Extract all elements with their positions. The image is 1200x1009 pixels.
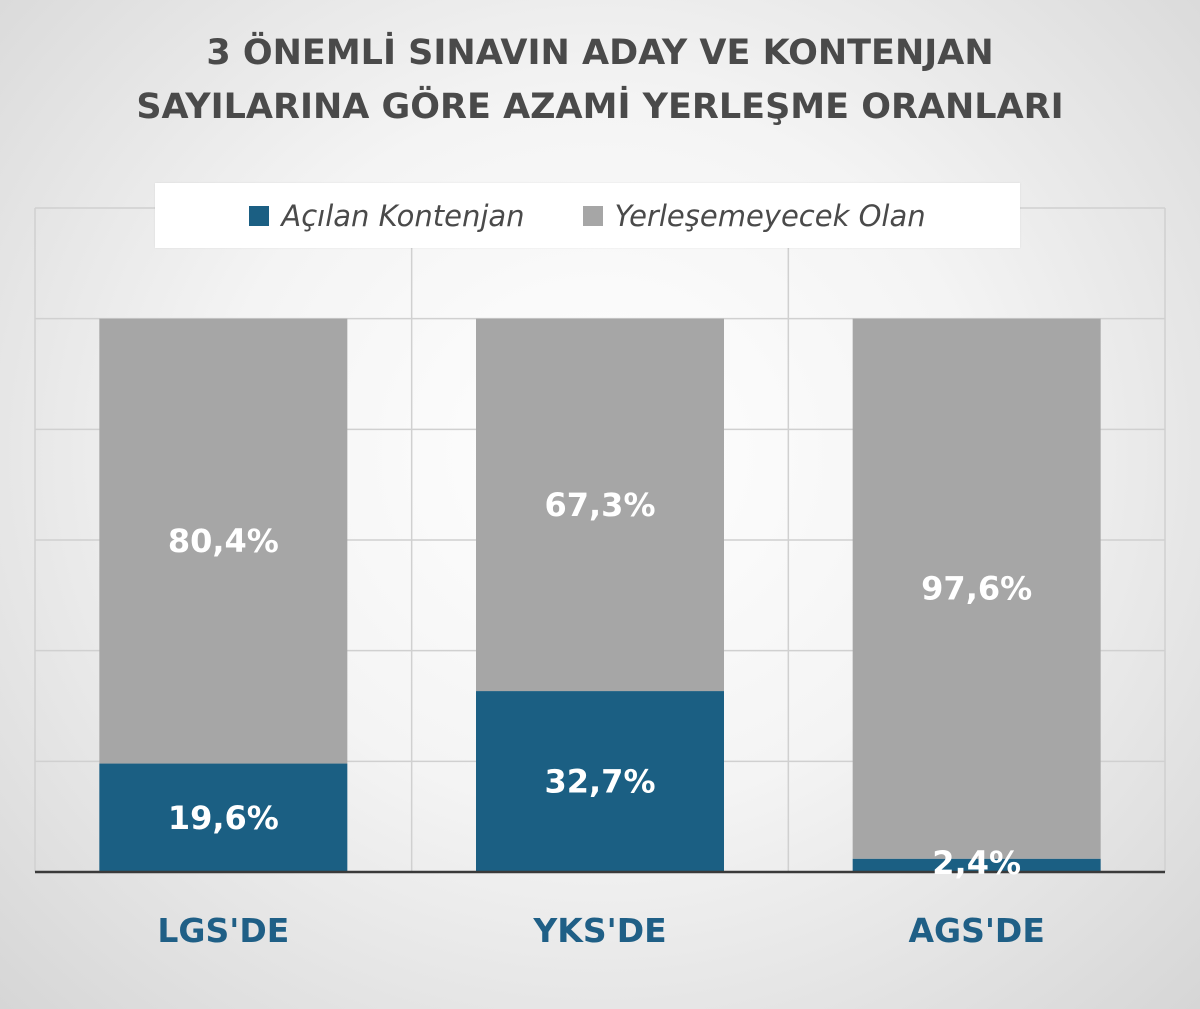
data-label-yerlesemeyecek-0: 80,4% [168, 522, 279, 560]
data-label-acilan-0: 19,6% [168, 799, 279, 837]
category-label-1: YKS'DE [532, 911, 666, 950]
legend-label-yerlesemeyecek: Yerleşemeyecek Olan [614, 198, 926, 233]
chart-title: 3 ÖNEMLİ SINAVIN ADAY VE KONTENJAN SAYIL… [0, 26, 1200, 134]
legend-item-acilan-kontenjan: Açılan Kontenjan [249, 198, 525, 233]
category-label-2: AGS'DE [908, 911, 1044, 950]
legend-swatch-yerlesemeyecek [582, 205, 603, 226]
bars [99, 318, 1101, 872]
legend: Açılan Kontenjan Yerleşemeyecek Olan [155, 183, 1020, 248]
chart-title-line-1: 3 ÖNEMLİ SINAVIN ADAY VE KONTENJAN [206, 33, 994, 73]
category-label-0: LGS'DE [157, 911, 289, 950]
bar-acilan-0 [99, 763, 348, 872]
bar-yerlesemeyecek-2 [852, 318, 1101, 859]
legend-item-yerlesemeyecek-olan: Yerleşemeyecek Olan [582, 198, 926, 233]
bar-yerlesemeyecek-0 [99, 318, 348, 764]
data-label-yerlesemeyecek-1: 67,3% [544, 486, 655, 524]
category-labels: LGS'DE YKS'DE AGS'DE [157, 911, 1045, 950]
bar-acilan-1 [476, 691, 724, 872]
bar-acilan-2 [852, 858, 1101, 872]
chart-title-line-2: SAYILARINA GÖRE AZAMİ YERLEŞME ORANLARI [136, 87, 1064, 127]
legend-swatch-acilan [249, 205, 270, 226]
data-label-acilan-2: 2,4% [932, 844, 1021, 882]
data-label-acilan-1: 32,7% [544, 763, 655, 801]
data-label-yerlesemeyecek-2: 97,6% [921, 570, 1032, 608]
data-labels: 19,6% 80,4% 32,7% 67,3% 2,4% 97,6% [168, 486, 1032, 882]
legend-label-acilan: Açılan Kontenjan [281, 198, 525, 233]
bar-yerlesemeyecek-1 [476, 318, 724, 692]
